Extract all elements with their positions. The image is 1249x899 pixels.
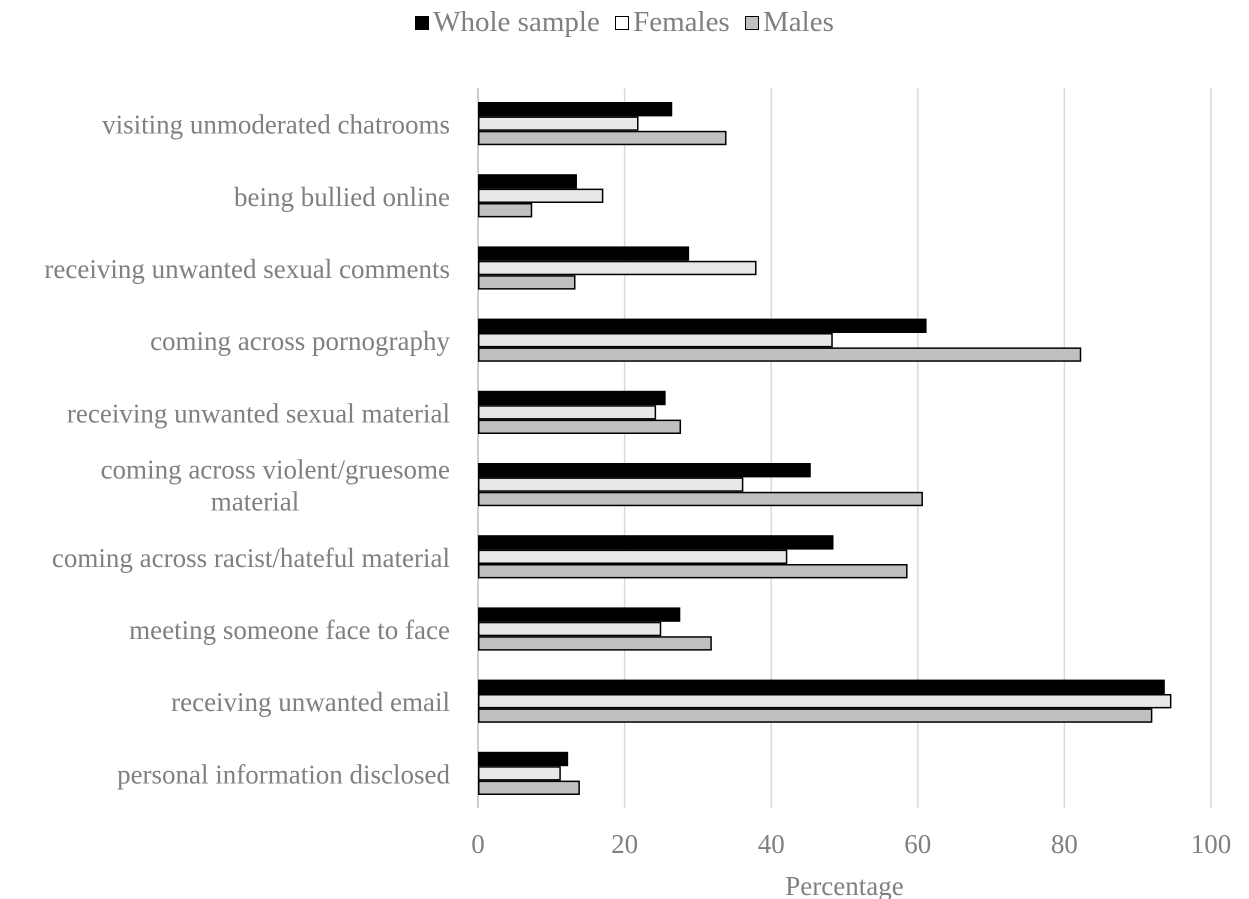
legend-swatch-whole-sample: [415, 16, 430, 30]
category-label: material: [211, 487, 299, 517]
bar-males: [478, 564, 908, 579]
category-label: being bullied online: [234, 182, 450, 212]
bar-whole-sample: [478, 102, 673, 117]
bar-males: [478, 275, 576, 290]
category-label: receiving unwanted sexual material: [67, 398, 450, 428]
x-tick-label: 100: [1191, 829, 1232, 859]
x-tick-label: 0: [471, 829, 485, 859]
bar-whole-sample: [478, 463, 811, 478]
bar-males: [478, 708, 1153, 723]
legend-item-females: Females: [615, 6, 730, 39]
bar-females: [478, 116, 639, 131]
bar-males: [478, 780, 580, 795]
bar-whole-sample: [478, 318, 927, 334]
bar-whole-sample: [478, 679, 1165, 694]
category-label: visiting unmoderated chatrooms: [102, 110, 450, 140]
category-label: coming across violent/gruesome: [101, 455, 450, 485]
category-label: personal information disclosed: [117, 759, 450, 789]
bar-females: [478, 549, 788, 564]
legend-label-whole-sample: Whole sample: [433, 6, 600, 38]
category-label: meeting someone face to face: [129, 615, 450, 645]
legend: Whole sample Females Males: [0, 6, 1249, 39]
bar-females: [478, 260, 757, 276]
bar-whole-sample: [478, 751, 569, 767]
bar-females: [478, 333, 833, 348]
bar-males: [478, 419, 682, 435]
x-tick-label: 80: [1051, 829, 1078, 859]
x-axis-label: Percentage: [785, 871, 903, 899]
bar-females: [478, 477, 744, 492]
bar-whole-sample: [478, 607, 681, 622]
x-tick-label: 40: [758, 829, 785, 859]
bar-males: [478, 636, 712, 651]
bar-whole-sample: [478, 535, 834, 550]
bar-whole-sample: [478, 246, 690, 261]
category-label: coming across racist/hateful material: [52, 543, 450, 573]
category-label: receiving unwanted sexual comments: [44, 254, 450, 284]
bar-females: [478, 621, 662, 637]
legend-item-males: Males: [744, 6, 834, 39]
legend-label-males: Males: [762, 6, 834, 38]
legend-item-whole-sample: Whole sample: [415, 6, 600, 39]
x-tick-label: 20: [611, 829, 638, 859]
bar-males: [478, 203, 533, 218]
bar-males: [478, 491, 923, 507]
bar-females: [478, 405, 657, 420]
bar-whole-sample: [478, 390, 666, 406]
legend-swatch-females: [615, 16, 630, 30]
bar-males: [478, 130, 727, 146]
category-label: receiving unwanted email: [171, 687, 450, 717]
bar-females: [478, 188, 604, 204]
bar-whole-sample: [478, 174, 577, 189]
legend-label-females: Females: [633, 6, 730, 38]
legend-swatch-males: [744, 16, 759, 30]
category-label: coming across pornography: [150, 326, 450, 356]
bar-females: [478, 694, 1172, 709]
bar-females: [478, 766, 561, 781]
bar-males: [478, 347, 1082, 362]
x-tick-label: 60: [904, 829, 931, 859]
